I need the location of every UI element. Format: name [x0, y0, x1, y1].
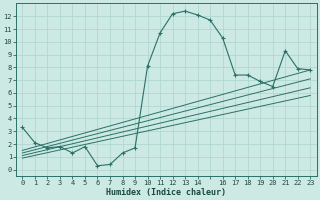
X-axis label: Humidex (Indice chaleur): Humidex (Indice chaleur) [106, 188, 226, 197]
